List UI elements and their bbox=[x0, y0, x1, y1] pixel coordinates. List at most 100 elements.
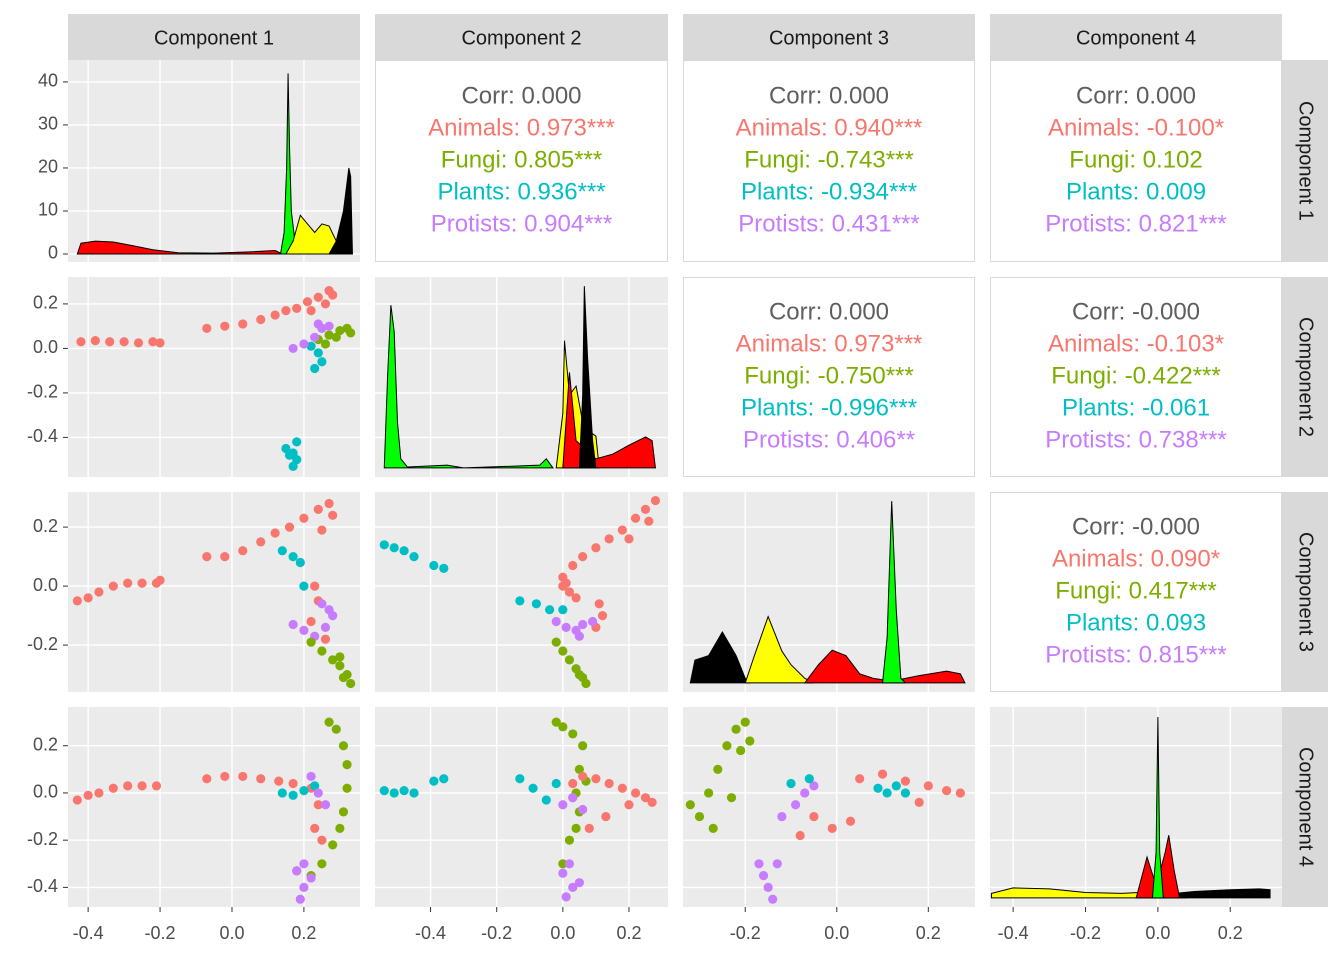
correlation-text: Corr: -0.000 bbox=[1072, 298, 1200, 325]
point bbox=[284, 450, 295, 460]
y-tick-label: -0.2 bbox=[27, 634, 58, 654]
point bbox=[76, 337, 86, 347]
point bbox=[328, 610, 338, 621]
correlation-text: Fungi: 0.805*** bbox=[441, 146, 602, 173]
point bbox=[561, 622, 571, 632]
point bbox=[155, 338, 165, 348]
x-tick-label: 0.0 bbox=[550, 923, 575, 943]
point bbox=[409, 788, 419, 798]
point bbox=[277, 788, 287, 798]
strip-right bbox=[1282, 707, 1328, 907]
correlation-text: Plants: 0.936*** bbox=[437, 178, 605, 205]
point bbox=[545, 605, 555, 615]
point bbox=[306, 305, 316, 316]
point bbox=[299, 785, 309, 796]
point bbox=[845, 816, 856, 826]
x-tick-label: -0.4 bbox=[73, 923, 104, 943]
point bbox=[346, 678, 356, 689]
point bbox=[331, 332, 341, 342]
panel-background bbox=[990, 277, 1282, 477]
point bbox=[591, 543, 601, 553]
point bbox=[568, 793, 578, 803]
point bbox=[558, 859, 568, 869]
point bbox=[558, 800, 568, 810]
point bbox=[123, 781, 133, 791]
density-area bbox=[383, 305, 554, 469]
point bbox=[137, 781, 147, 791]
point bbox=[713, 764, 723, 774]
point bbox=[558, 722, 568, 732]
point bbox=[800, 788, 810, 798]
point bbox=[624, 800, 634, 810]
point bbox=[644, 516, 654, 526]
point bbox=[302, 297, 313, 307]
point bbox=[790, 800, 801, 810]
point bbox=[270, 310, 280, 320]
panel-background bbox=[375, 60, 668, 262]
point bbox=[306, 637, 316, 647]
point bbox=[320, 339, 331, 349]
point bbox=[288, 790, 298, 800]
x-tick-label: 0.2 bbox=[916, 923, 941, 943]
point bbox=[827, 823, 837, 833]
point bbox=[320, 299, 331, 309]
point bbox=[630, 788, 641, 798]
point bbox=[277, 546, 287, 556]
point bbox=[942, 785, 952, 796]
point bbox=[72, 795, 82, 805]
correlation-text: Protists: 0.431*** bbox=[738, 210, 919, 237]
point bbox=[804, 774, 814, 784]
point bbox=[137, 578, 147, 588]
correlation-text: Protists: 0.821*** bbox=[1045, 210, 1226, 237]
point bbox=[151, 781, 162, 791]
point bbox=[256, 774, 266, 784]
strip-label: Component 2 bbox=[461, 27, 581, 49]
point bbox=[313, 788, 323, 798]
point bbox=[288, 343, 298, 354]
point bbox=[317, 835, 327, 845]
point bbox=[694, 811, 705, 822]
point bbox=[324, 498, 334, 509]
strip-label: Component 1 bbox=[154, 27, 274, 49]
point bbox=[584, 823, 594, 833]
strip-top bbox=[68, 14, 360, 60]
correlation-text: Plants: 0.009 bbox=[1066, 178, 1206, 205]
point bbox=[568, 560, 578, 571]
point bbox=[324, 321, 334, 331]
point bbox=[108, 581, 118, 591]
correlation-text: Corr: -0.000 bbox=[1072, 513, 1200, 540]
y-tick-label: 0.2 bbox=[33, 516, 58, 536]
density-area bbox=[881, 501, 907, 684]
point bbox=[313, 319, 323, 329]
point bbox=[119, 337, 129, 347]
correlation-text: Animals: 0.973*** bbox=[736, 330, 923, 357]
point bbox=[328, 510, 338, 520]
point bbox=[270, 528, 280, 538]
point bbox=[429, 560, 439, 571]
strip-top bbox=[683, 14, 975, 60]
strip-label: Component 1 bbox=[1295, 101, 1317, 221]
point bbox=[795, 830, 805, 841]
density-area bbox=[562, 372, 656, 469]
y-tick-label: 0.2 bbox=[33, 293, 58, 313]
panel-background bbox=[375, 492, 668, 692]
correlation-text: Animals: 0.940*** bbox=[736, 114, 923, 141]
point bbox=[288, 461, 298, 471]
point bbox=[284, 522, 295, 532]
point bbox=[558, 581, 568, 591]
point bbox=[94, 587, 104, 597]
y-tick-label: -0.2 bbox=[27, 382, 58, 402]
point bbox=[630, 513, 641, 523]
density-area bbox=[1135, 835, 1181, 899]
point bbox=[640, 793, 651, 803]
point bbox=[777, 811, 787, 822]
point bbox=[220, 321, 230, 331]
point bbox=[317, 599, 327, 609]
x-tick-label: 0.2 bbox=[291, 923, 316, 943]
point bbox=[324, 330, 334, 340]
point bbox=[515, 774, 525, 784]
point bbox=[379, 785, 389, 796]
correlation-text: Fungi: -0.750*** bbox=[744, 362, 913, 389]
point bbox=[568, 882, 578, 893]
